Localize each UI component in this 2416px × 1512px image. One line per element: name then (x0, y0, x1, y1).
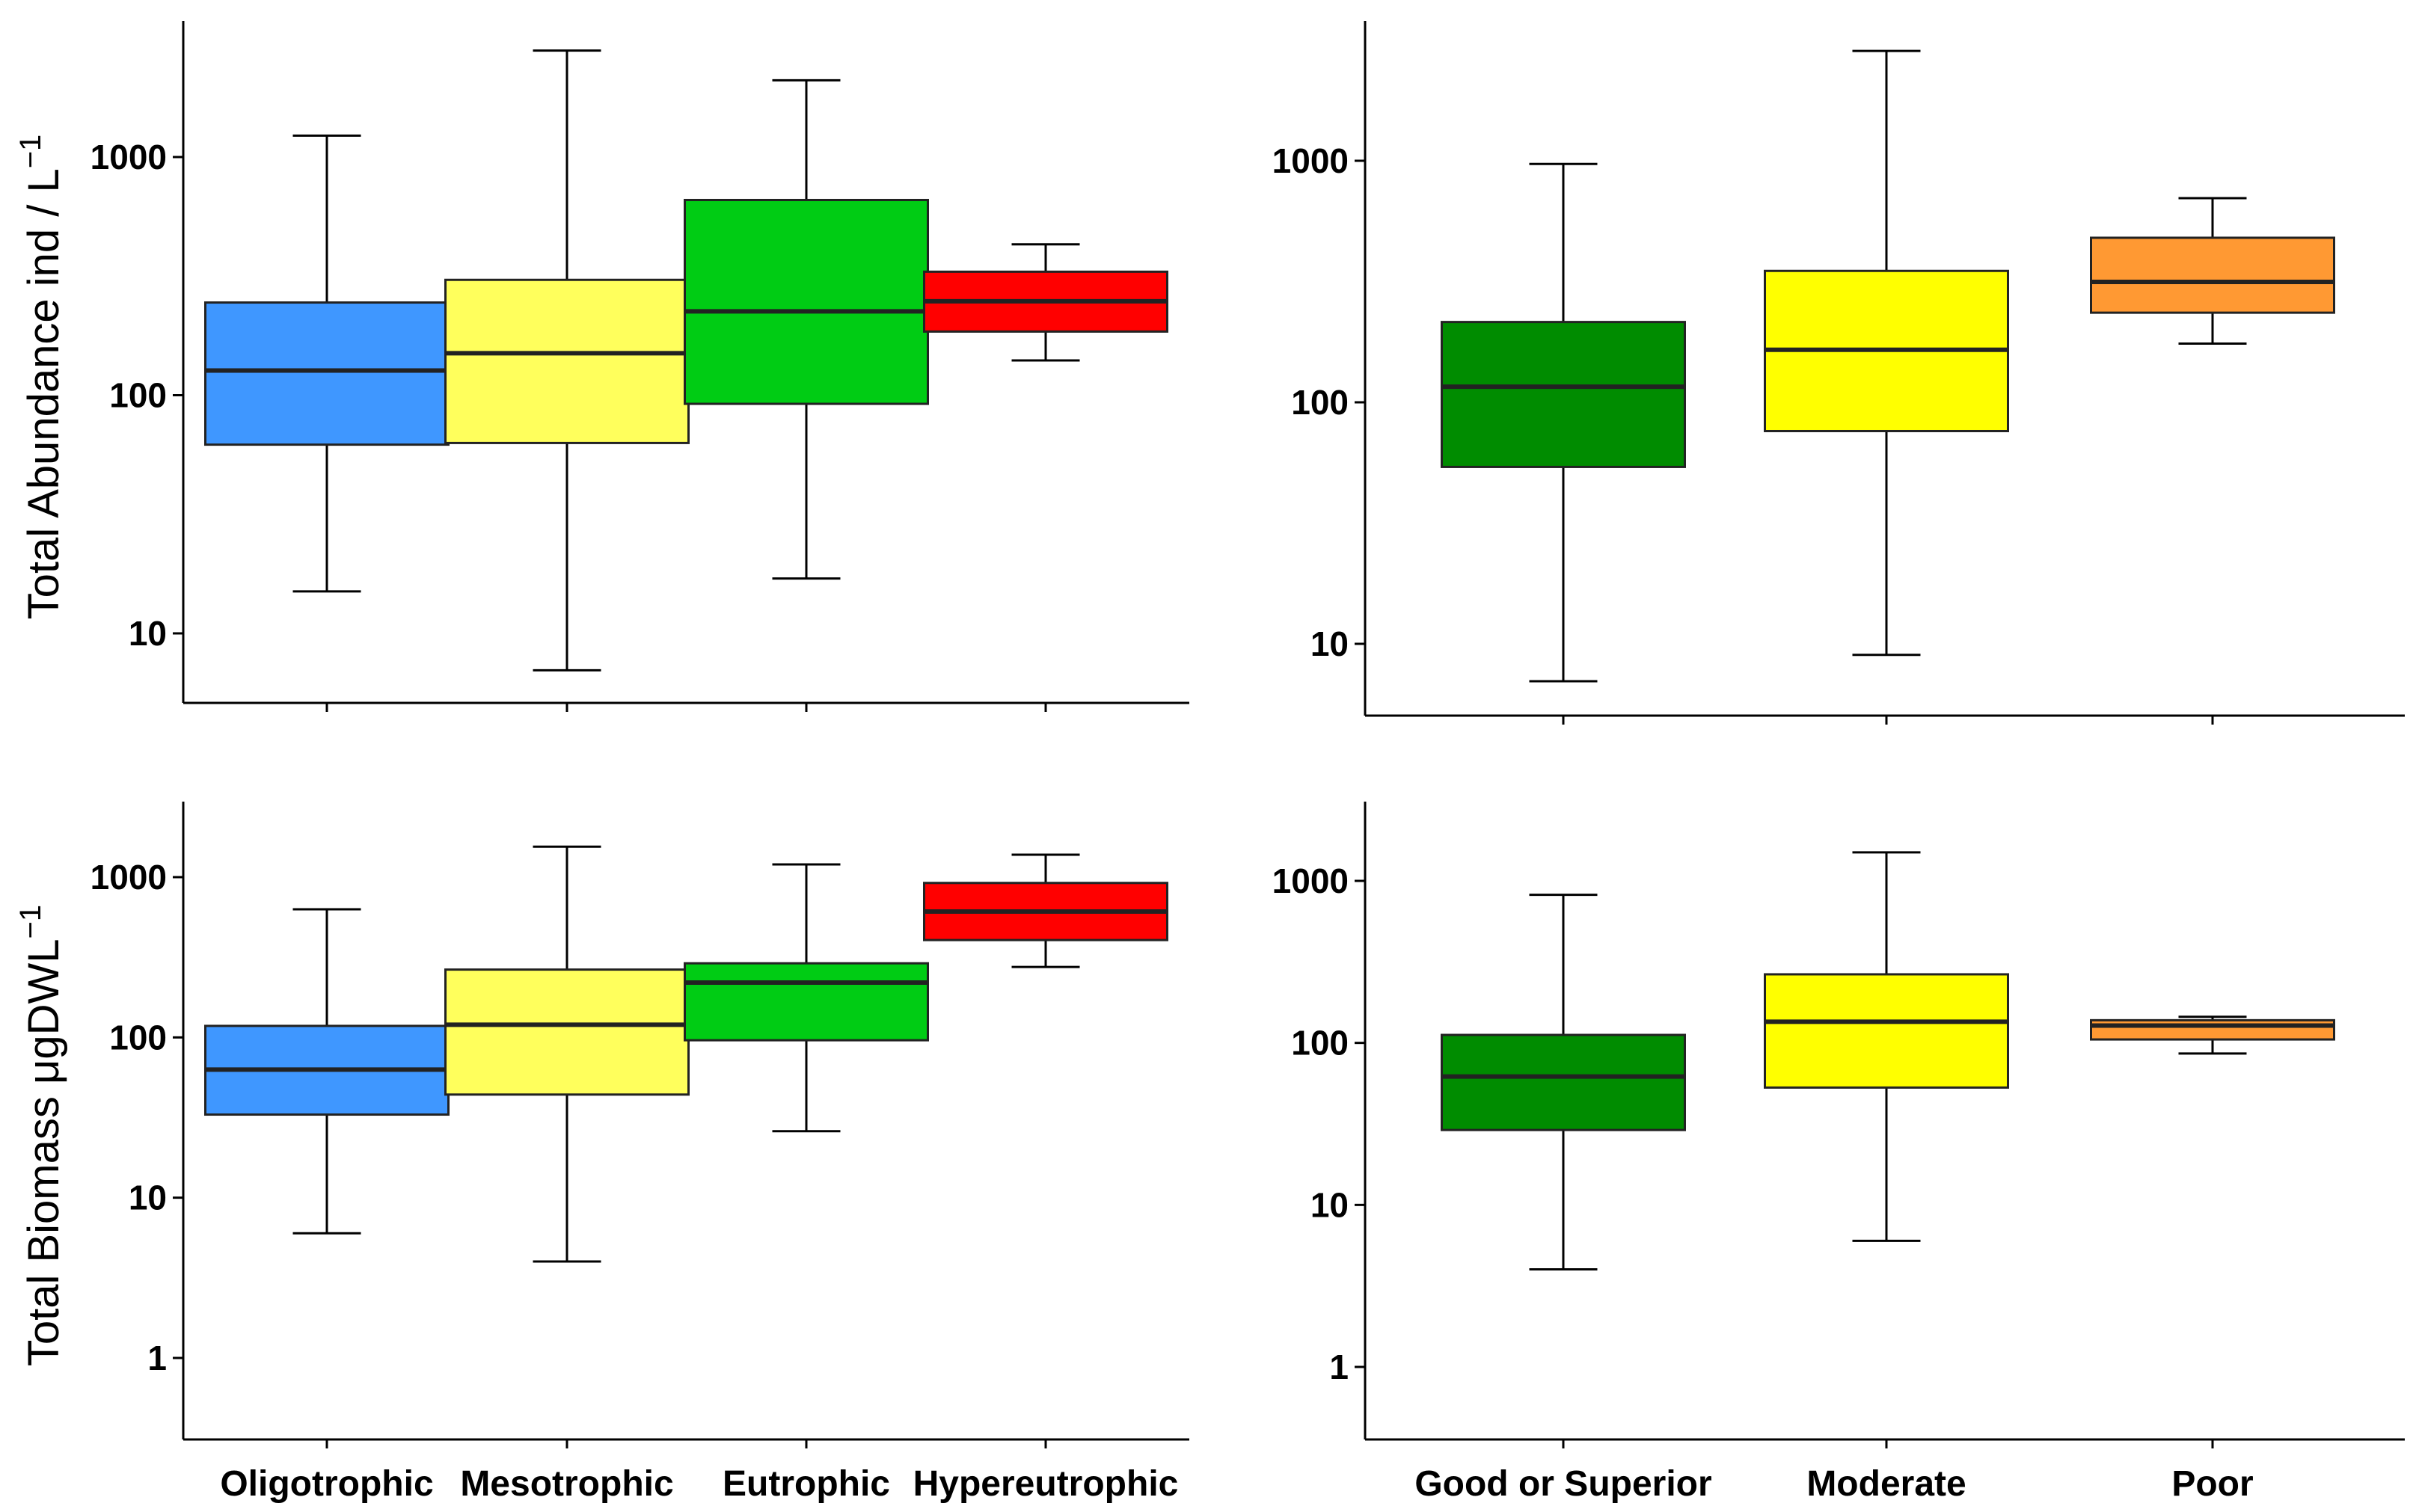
box-oligotrophic: Oligotrophic (204, 908, 450, 1504)
y-tick-label: 100 (109, 376, 167, 415)
y-tick-label: 1000 (91, 138, 167, 176)
iqr-box (444, 278, 690, 444)
y-tick-label: 1000 (1272, 141, 1349, 180)
category-label: Hypereutrophic (913, 1464, 1179, 1504)
y-tick-label: 100 (1291, 1024, 1349, 1063)
y-axis-title-superscript: −1 (14, 905, 47, 939)
y-axis-title-superscript: −1 (14, 135, 47, 169)
box-eutrophic: Eutrophic (684, 863, 929, 1504)
box-moderate (1764, 49, 2009, 725)
box-poor (2090, 197, 2335, 725)
iqr-box (204, 301, 450, 446)
y-tick-label: 10 (129, 1178, 167, 1217)
iqr-box (684, 962, 929, 1042)
y-tick-label: 10 (1310, 1185, 1349, 1224)
box-mesotrophic: Mesotrophic (444, 845, 690, 1504)
box-good-or-superior: Good or Superior (1414, 894, 1712, 1504)
y-tick-label: 100 (1291, 383, 1349, 422)
category-label: Good or Superior (1414, 1464, 1711, 1504)
category-label: Moderate (1806, 1464, 1966, 1504)
box-poor: Poor (2090, 1015, 2335, 1504)
panel-top-right: 10 100 1000 (1272, 21, 2405, 725)
panel-bottom-left: 1 10 100 1000 Oligotrophic Mesotrophic Eutroph… (14, 802, 1189, 1504)
y-tick-label: 1 (147, 1339, 167, 1377)
box-hypereutrophic (923, 243, 1168, 712)
y-tick-label: 100 (109, 1018, 167, 1057)
box-good-or-superior (1441, 162, 1686, 725)
iqr-box (2090, 236, 2335, 314)
y-axis-title: Total Biomass μgDWL−1 (14, 905, 68, 1366)
iqr-box (444, 968, 690, 1096)
category-label: Mesotrophic (460, 1464, 673, 1504)
box-oligotrophic (204, 134, 450, 712)
box-mesotrophic (444, 49, 690, 712)
iqr-box (1441, 321, 1686, 468)
y-tick-label: 1000 (1272, 861, 1349, 900)
panel-bottom-right: 1 10 100 1000 Good or Superior Moderate Poor (1272, 802, 2405, 1504)
category-label: Eutrophic (723, 1464, 890, 1504)
iqr-box (684, 198, 929, 405)
box-eutrophic (684, 79, 929, 712)
box-hypereutrophic: Hypereutrophic (913, 853, 1179, 1504)
panel-top-left: 10 100 1000 Total Abundance ind / L−1 (14, 21, 1189, 712)
y-axis-title: Total Abundance ind / L−1 (14, 135, 68, 620)
category-label: Oligotrophic (220, 1464, 433, 1504)
y-tick-label: 10 (1310, 624, 1349, 663)
y-tick-label: 10 (129, 614, 167, 653)
iqr-box (1764, 973, 2009, 1089)
category-label: Poor (2171, 1464, 2253, 1504)
y-tick-label: 1000 (91, 858, 167, 897)
box-moderate: Moderate (1764, 851, 2009, 1504)
y-tick-label: 1 (1329, 1347, 1349, 1386)
iqr-box (2090, 1018, 2335, 1041)
iqr-box (1441, 1033, 1686, 1131)
